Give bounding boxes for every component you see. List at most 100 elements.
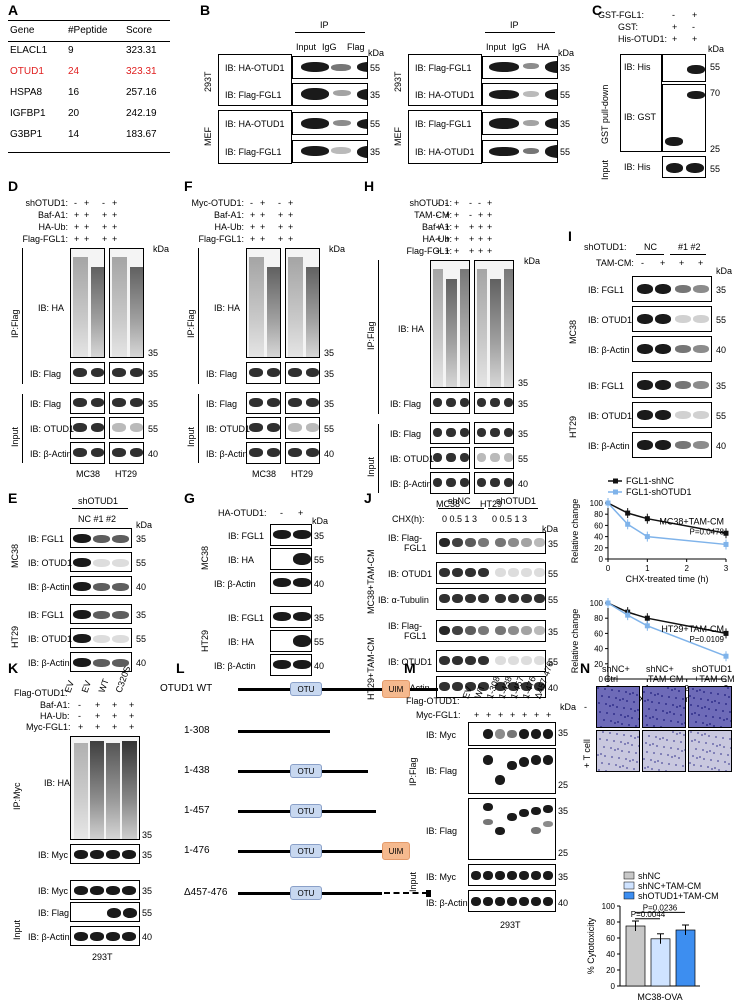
sign: -: [469, 198, 472, 208]
blot-strip: [632, 276, 712, 302]
row-label: His-OTUD1:: [618, 34, 667, 44]
cell-dot: [651, 768, 653, 770]
cell-dot: [618, 690, 620, 692]
kda-label: kDa: [708, 44, 725, 54]
bracket-line: [22, 248, 23, 384]
cell-dot: [627, 742, 629, 744]
cell-dot: [700, 765, 702, 767]
cell-dot: [637, 736, 639, 738]
band: [433, 478, 443, 487]
sign: +: [250, 234, 256, 244]
cell-dot: [644, 767, 646, 769]
cell-dot: [689, 695, 691, 697]
smear-lane: [503, 269, 513, 387]
cell-dot: [692, 688, 694, 690]
cell-dot: [677, 721, 679, 723]
ib-label: IB: Flag-FGL1: [225, 147, 282, 157]
input-label: Input: [600, 159, 610, 180]
blot-strip: [436, 676, 546, 698]
band: [74, 932, 88, 941]
sign: -: [692, 22, 695, 32]
cell-dot: [661, 695, 663, 697]
band: [489, 147, 519, 156]
p-value: P=0.0109: [690, 635, 725, 644]
sign: +: [534, 710, 540, 720]
cell-dot: [694, 712, 696, 714]
row-label: Flag-FGL1:: [22, 234, 68, 244]
cell-dot: [714, 767, 716, 769]
band: [495, 827, 505, 835]
band: [543, 755, 553, 765]
smear-lane: [477, 269, 488, 387]
band: [495, 682, 506, 691]
bracket-line: [295, 32, 365, 33]
otu-domain: OTU: [290, 844, 322, 858]
band: [508, 538, 519, 547]
mw-marker: 35: [560, 63, 571, 73]
sign: -: [250, 198, 253, 208]
mw-marker: 55: [324, 424, 335, 434]
blot-strip: [270, 630, 312, 652]
sign: +: [698, 258, 704, 268]
blot-strip: [430, 392, 470, 414]
y-axis-label: % Cytotoxicity: [586, 917, 596, 974]
cell-dot: [662, 737, 664, 739]
mw-marker: 55: [148, 424, 159, 434]
cell-dot: [698, 714, 700, 716]
chart-title: MC38+TAM-CM: [659, 516, 724, 526]
cell-dot: [666, 739, 668, 741]
blot-strip: [285, 362, 320, 384]
ib-label: IB: Flag: [30, 399, 62, 409]
band: [249, 423, 263, 432]
construct-label: 1-457: [184, 805, 210, 816]
cell-dot: [699, 756, 701, 758]
blot-strip: [430, 447, 470, 469]
bracket-line: [378, 260, 379, 414]
band: [693, 345, 709, 353]
sign: +: [692, 34, 698, 44]
ib-label: IB: OTUD1: [28, 558, 73, 568]
band: [495, 729, 505, 739]
ib-label: IB: His: [624, 62, 651, 72]
cell-dot: [649, 744, 651, 746]
p-value: P=0.0478: [690, 527, 725, 536]
ib-label: IB: Myc: [38, 886, 69, 896]
band: [490, 428, 500, 437]
data-point: [625, 521, 631, 527]
cell-dot: [720, 726, 722, 727]
x-tick-label: 3: [724, 564, 729, 573]
band: [288, 398, 302, 407]
mw-marker: 35: [148, 369, 159, 379]
band: [293, 530, 311, 539]
cell-dot: [619, 699, 621, 701]
band: [693, 411, 709, 419]
ib-label: IB: HA-OTUD1: [225, 63, 285, 73]
band: [531, 827, 541, 834]
cell-dot: [629, 693, 631, 695]
band: [507, 897, 517, 906]
row-label: CHX(h):: [392, 514, 425, 524]
sign: -: [278, 198, 281, 208]
band: [508, 626, 519, 635]
cell-dot: [684, 722, 685, 724]
band: [534, 626, 545, 635]
band: [655, 380, 671, 390]
cell-dot: [681, 723, 683, 725]
table-body: ELACL1 9 323.31 OTUD1 24 323.31 HSPA8 16 257.16 I…: [8, 42, 170, 153]
cell-dot: [730, 720, 731, 722]
band: [655, 314, 671, 324]
band: [112, 368, 126, 377]
ib-label: IB: His: [624, 162, 651, 172]
blot-strip: [70, 628, 132, 648]
smear-lane: [129, 267, 143, 357]
band: [73, 610, 91, 619]
band: [465, 682, 476, 691]
blot-strip: [270, 548, 312, 570]
mw-marker: 35: [314, 613, 325, 623]
ib-label: IB: FGL1: [28, 534, 65, 544]
mw-marker: 55: [548, 569, 559, 579]
ub-smear-blot: [246, 248, 281, 358]
band: [507, 761, 517, 770]
kda-label: kDa: [153, 244, 170, 254]
